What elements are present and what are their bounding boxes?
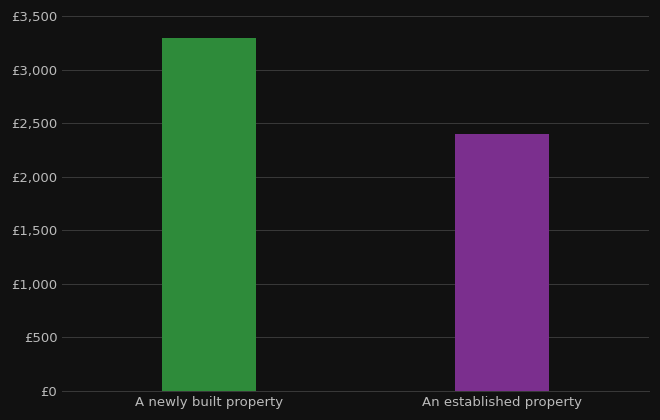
Bar — [162, 37, 256, 391]
Bar — [455, 134, 549, 391]
